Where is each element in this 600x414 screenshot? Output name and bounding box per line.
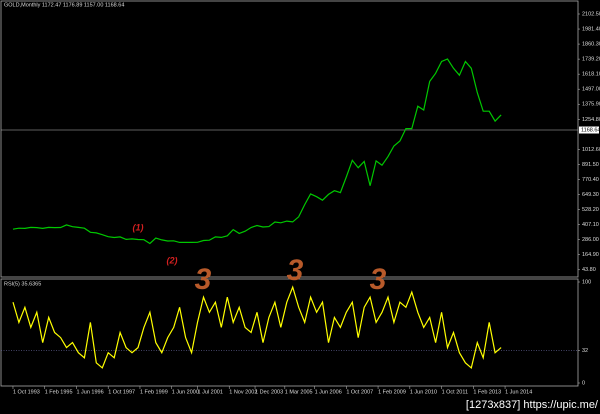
annotation: 3 [195, 263, 212, 296]
y-tick-label: 0 [582, 380, 585, 386]
y-tick-label: 528.20 [582, 207, 599, 213]
x-tick-label: 1 Dec 2003 [255, 389, 283, 395]
x-tick-label: 1 Jun 2014 [505, 389, 532, 395]
chart-title: GOLD,Monthly 1172.47 1176.89 1157.00 116… [4, 2, 124, 8]
price-box [579, 126, 599, 134]
y-tick-label: 1375.90 [582, 102, 600, 108]
data-line [12, 285, 502, 370]
y-tick-label: 1618.10 [582, 72, 600, 78]
y-tick-label: 32 [582, 348, 588, 354]
y-tick-label: 891.50 [582, 162, 599, 168]
x-tick-label: 1 Jun 1996 [76, 389, 103, 395]
x-tick-label: 1 Mar 2005 [285, 389, 313, 395]
y-tick-label: 407.10 [582, 222, 599, 228]
y-tick-label: 286.00 [582, 237, 599, 243]
x-tick-label: 1 Feb 2013 [473, 389, 501, 395]
y-tick-label: 1497.00 [582, 87, 600, 93]
x-tick-label: 1 Nov 2002 [229, 389, 257, 395]
y-tick-label: 2102.50 [582, 11, 600, 17]
x-tick-label: 1 Jun 2000 [172, 389, 199, 395]
x-tick-label: 1 Feb 1999 [140, 389, 168, 395]
watermark: [1273x837] https://upic.me/ [466, 399, 599, 411]
y-tick-label: 43.80 [582, 267, 596, 273]
price-panel [0, 0, 579, 278]
price-label: 1168.64 [581, 127, 600, 133]
y-tick-label: 1860.30 [582, 42, 600, 48]
y-tick-label: 1254.80 [582, 117, 600, 123]
x-tick-label: 1 Oct 2011 [442, 389, 469, 395]
x-tick-label: 1 Jun 2010 [410, 389, 437, 395]
x-tick-label: 1 Oct 1997 [108, 389, 135, 395]
annotation: (1) [133, 222, 144, 232]
rsi-title: RSI(5) 35.6365 [4, 281, 41, 287]
y-tick-label: 1012.60 [582, 147, 600, 153]
annotation: (2) [167, 255, 178, 265]
y-tick-label: 649.30 [582, 192, 599, 198]
x-tick-label: 1 Jul 2001 [198, 389, 223, 395]
data-line [12, 58, 502, 245]
x-tick-label: 1 Oct 1993 [13, 389, 40, 395]
x-tick-label: 1 Feb 2009 [378, 389, 406, 395]
x-tick-label: 1 Feb 1995 [45, 389, 73, 395]
annotation: 3 [287, 254, 304, 287]
y-tick-label: 1739.20 [582, 57, 600, 63]
x-tick-label: 1 Jun 2006 [315, 389, 342, 395]
x-tick-label: 1 Oct 2007 [346, 389, 373, 395]
y-tick-label: 1981.40 [582, 26, 600, 32]
annotation: 3 [370, 263, 387, 296]
y-tick-label: 770.40 [582, 177, 599, 183]
y-tick-label: 164.90 [582, 252, 599, 258]
y-tick-label: 100 [582, 279, 591, 285]
rsi-panel [0, 278, 579, 387]
